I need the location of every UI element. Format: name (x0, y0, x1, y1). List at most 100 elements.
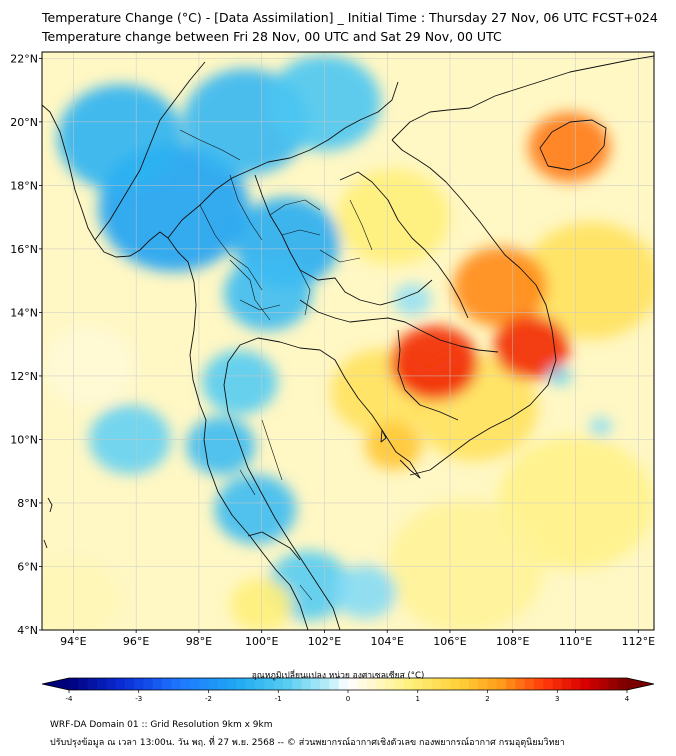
colorbar-cell (264, 678, 274, 690)
lon-tick-label: 106°E (433, 635, 466, 648)
temperature-anomaly-29 (589, 417, 612, 437)
coastline-gulf (223, 337, 421, 630)
lon-tick-label: 94°E (60, 635, 86, 648)
colorbar-cell (431, 678, 442, 690)
colorbar-cell (515, 678, 526, 690)
temperature-anomaly-24 (333, 565, 397, 619)
colorbar-cells (42, 678, 654, 690)
colorbar-cell (543, 678, 553, 690)
colorbar-cell (124, 678, 135, 690)
colorbar-cell (236, 678, 247, 690)
colorbar-cell (599, 678, 609, 690)
colorbar-cell (162, 678, 172, 690)
lat-tick-label: 6°N (17, 560, 38, 573)
colorbar-cell (561, 678, 572, 690)
lat-tick-label: 12°N (10, 370, 38, 383)
hainan-island (539, 119, 607, 171)
colorbar-cell (255, 678, 265, 690)
colorbar-cell (189, 678, 200, 690)
colorbar-cell (478, 678, 488, 690)
lon-tick-label: 104°E (371, 635, 404, 648)
border-myanmar-thailand (167, 81, 399, 239)
latitude-labels: 22°N 20°N 18°N 16°N 14°N 12°N 10°N 8°N 6°N 4°N (10, 52, 42, 637)
graticule (42, 52, 654, 630)
colorbar-cell (552, 678, 563, 690)
temperature-anomaly-15 (224, 256, 312, 331)
coastline-china (391, 55, 654, 141)
colorbar-cell (208, 678, 219, 690)
colorbar-cell (357, 678, 367, 690)
colorbar-cell (422, 678, 433, 690)
temperature-anomaly-4 (522, 221, 654, 340)
colorbar-cell (366, 678, 377, 690)
colorbar-cell (375, 678, 386, 690)
colorbar-cell (310, 678, 321, 690)
colorbar-cell (348, 678, 358, 690)
temperature-anomaly-12 (453, 246, 548, 328)
colorbar-cell (106, 678, 116, 690)
colorbar-cell (199, 678, 209, 690)
border-myanmar-china (94, 61, 206, 241)
border-laos-vietnam (339, 171, 469, 319)
colorbar-cell (320, 678, 330, 690)
colorbar-cell (87, 678, 98, 690)
colorbar-cell (227, 678, 237, 690)
lat-tick-label: 18°N (10, 179, 38, 192)
temperature-anomaly-13 (42, 558, 121, 630)
colorbar: -4 -3 -2 -1 0 1 2 3 4 (41, 677, 655, 703)
footer-update-info: ปรับปรุงข้อมูล ณ เวลา 13:00น. วัน พฤ. ที… (50, 738, 565, 748)
colorbar-cell (245, 678, 256, 690)
colorbar-ticks: -4 -3 -2 -1 0 1 2 3 4 (66, 690, 630, 703)
border-thailand-cambodia (299, 299, 499, 353)
phu-quoc-island (380, 429, 387, 443)
colorbar-cell (506, 678, 516, 690)
lat-tick-label: 4°N (17, 624, 38, 637)
colorbar-cell (487, 678, 498, 690)
lat-tick-label: 22°N (10, 52, 38, 65)
lon-tick-label: 108°E (496, 635, 529, 648)
colorbar-title: อุณหภูมิเปลี่ยนแปลง หน่วย องศาเซลเซียส (… (251, 671, 425, 681)
temperature-anomaly-26 (365, 421, 422, 470)
map-frame (41, 51, 655, 631)
colorbar-cell (534, 678, 544, 690)
colorbar-max-arrow (627, 678, 654, 690)
colorbar-tick-label: 1 (416, 695, 420, 703)
colorbar-cell (273, 678, 284, 690)
coastline-west (42, 104, 309, 630)
temperature-anomaly-21 (202, 350, 278, 415)
colorbar-tick-label: -2 (205, 695, 212, 703)
lat-tick-label: 14°N (10, 306, 38, 319)
temperature-anomaly-17 (214, 474, 297, 544)
colorbar-cell (134, 678, 144, 690)
lat-tick-label: 8°N (17, 497, 38, 510)
colorbar-cell (69, 678, 79, 690)
colorbar-cell (571, 678, 581, 690)
colorbar-cell (282, 678, 293, 690)
colorbar-cell (459, 678, 470, 690)
colorbar-cell (403, 678, 414, 690)
colorbar-tick-label: -4 (66, 695, 74, 703)
lon-tick-label: 112°E (622, 635, 655, 648)
colorbar-cell (496, 678, 507, 690)
colorbar-cell (180, 678, 191, 690)
colorbar-cell (152, 678, 163, 690)
colorbar-cell (608, 678, 619, 690)
colorbar-cell (413, 678, 423, 690)
colorbar-cell (338, 678, 349, 690)
colorbar-cell (292, 678, 302, 690)
country-borders (42, 55, 654, 630)
coastline-vietnam (391, 139, 557, 476)
colorbar-cell (143, 678, 154, 690)
colorbar-cell (171, 678, 181, 690)
temperature-anomaly-9 (337, 169, 450, 266)
temperature-anomaly-2 (387, 499, 545, 630)
lon-tick-label: 102°E (308, 635, 341, 648)
temperature-anomaly-5 (57, 84, 184, 192)
colorbar-tick-label: 0 (346, 695, 350, 703)
colorbar-cell (385, 678, 395, 690)
colorbar-cell (78, 678, 88, 690)
lon-tick-label: 110°E (559, 635, 592, 648)
province-lines (179, 129, 373, 601)
temperature-anomaly-23 (186, 416, 256, 476)
